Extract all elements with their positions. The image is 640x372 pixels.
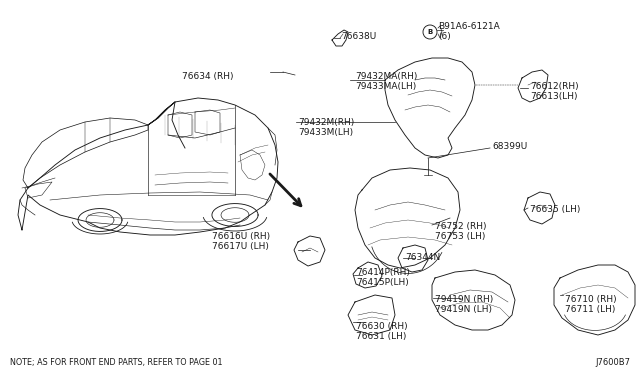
Text: 79432M(RH)
79433M(LH): 79432M(RH) 79433M(LH) (298, 118, 355, 137)
Text: 76414P(RH)
76415P(LH): 76414P(RH) 76415P(LH) (356, 268, 410, 288)
Text: 79432MA(RH)
79433MA(LH): 79432MA(RH) 79433MA(LH) (355, 72, 417, 92)
Text: 79419N (RH)
79419N (LH): 79419N (RH) 79419N (LH) (435, 295, 493, 314)
Text: 68399U: 68399U (492, 142, 527, 151)
Text: 76638U: 76638U (341, 32, 376, 41)
Text: 76710 (RH)
76711 (LH): 76710 (RH) 76711 (LH) (565, 295, 616, 314)
Text: B: B (428, 29, 433, 35)
Text: 76630 (RH)
76631 (LH): 76630 (RH) 76631 (LH) (356, 322, 408, 341)
Text: NOTE; AS FOR FRONT END PARTS, REFER TO PAGE 01: NOTE; AS FOR FRONT END PARTS, REFER TO P… (10, 358, 223, 367)
Text: 76752 (RH)
76753 (LH): 76752 (RH) 76753 (LH) (435, 222, 486, 241)
Text: 76634 (RH): 76634 (RH) (182, 72, 234, 81)
Text: 76616U (RH)
76617U (LH): 76616U (RH) 76617U (LH) (212, 232, 270, 251)
Text: 76344N: 76344N (405, 253, 440, 262)
Text: 76635 (LH): 76635 (LH) (530, 205, 580, 214)
Text: B91A6-6121A
(6): B91A6-6121A (6) (438, 22, 500, 41)
Text: 76612(RH)
76613(LH): 76612(RH) 76613(LH) (530, 82, 579, 102)
Text: J7600B7: J7600B7 (595, 358, 630, 367)
